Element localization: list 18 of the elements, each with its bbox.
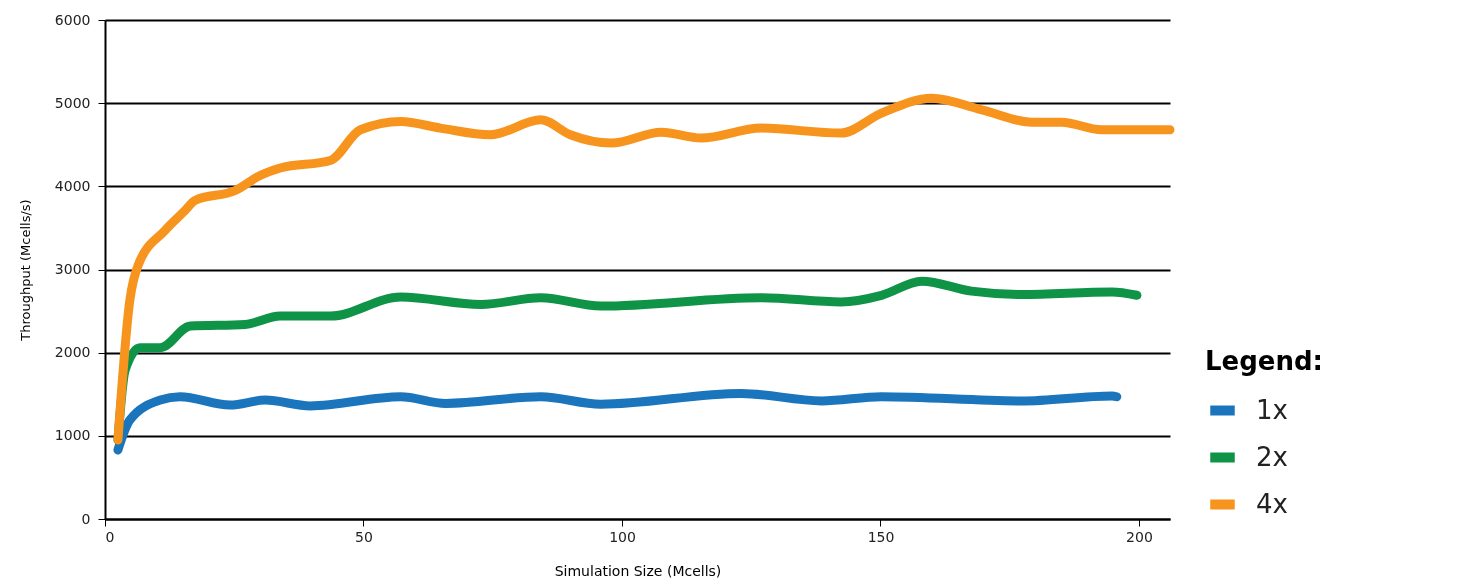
y-tick-label: 4000	[54, 177, 91, 194]
legend-title: Legend:	[1205, 346, 1323, 376]
x-tick-label: 200	[1126, 528, 1153, 545]
x-axis-title: Simulation Size (Mcells)	[554, 562, 722, 579]
x-tick-label: 100	[609, 528, 636, 545]
y-tick-label: 1000	[54, 427, 91, 444]
y-axis-title: Throughput (Mcells/s)	[17, 199, 33, 342]
y-tick-label: 6000	[54, 11, 91, 28]
x-tick-label: 150	[867, 528, 895, 545]
y-tick-label: 0	[81, 510, 91, 527]
x-tick-label: 0	[105, 528, 115, 545]
y-tick-label: 3000	[54, 261, 91, 277]
x-tick-label: 50	[355, 528, 373, 545]
y-tick-label: 2000	[54, 344, 91, 361]
y-tick-label: 5000	[54, 94, 91, 111]
legend-label: 4x	[1256, 488, 1288, 519]
legend-label: 2x	[1256, 441, 1288, 472]
legend-label: 1x	[1256, 394, 1288, 425]
